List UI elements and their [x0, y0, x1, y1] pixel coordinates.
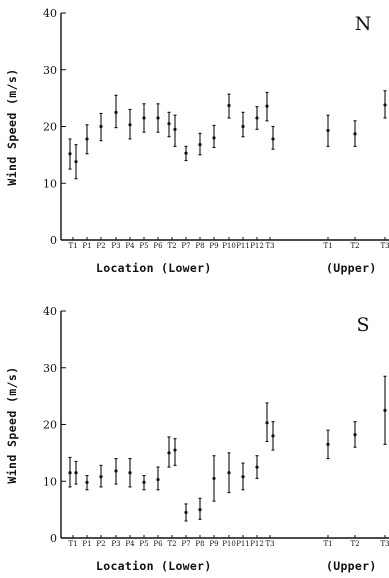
x-tick-label: P11	[236, 540, 250, 548]
x-tick-label: P10	[222, 242, 236, 250]
x-tick-label: P6	[153, 540, 163, 548]
data-point	[198, 143, 202, 147]
data-point	[173, 127, 177, 131]
x-tick-label: P4	[125, 242, 135, 250]
panel-title: N	[355, 13, 372, 35]
x-tick-label: P12	[250, 242, 264, 250]
data-point	[128, 471, 132, 475]
x-tick-label: P6	[153, 242, 163, 250]
y-tick-label: 20	[43, 419, 57, 432]
x-tick-label: P5	[139, 540, 148, 548]
x-tick-label: T1	[68, 540, 77, 548]
x-tick-label: P1	[82, 540, 91, 548]
data-point	[241, 475, 245, 479]
x-axis-label-upper: (Upper)	[326, 559, 377, 573]
data-point	[68, 471, 72, 475]
x-tick-label: P1	[82, 242, 91, 250]
data-point	[85, 137, 89, 141]
data-point	[74, 471, 78, 475]
data-point	[99, 124, 103, 129]
chart-panel-s: 0 10 20 30 40 T1 P1 P2 P3 P4 P5 P6 T2 P7 P8 P9 P10 P11 P12…	[5, 305, 389, 573]
data-point	[271, 434, 275, 438]
data-point	[99, 475, 103, 479]
data-point	[271, 137, 275, 141]
x-tick-label: T2	[350, 242, 359, 250]
x-tick-label: T3	[380, 540, 389, 548]
panel-title: S	[356, 314, 369, 336]
data-point	[167, 451, 171, 455]
x-tick-label: P8	[195, 242, 204, 250]
data-point	[241, 124, 245, 129]
x-tick-label: P9	[209, 242, 218, 250]
x-axis-label-upper: (Upper)	[326, 261, 377, 275]
data-point	[353, 132, 357, 136]
x-tick-label: T1	[68, 242, 77, 250]
x-tick-label: P3	[111, 242, 120, 250]
data-point	[353, 433, 357, 437]
x-tick-label: T3	[380, 242, 389, 250]
data-point	[128, 123, 132, 127]
data-point	[156, 477, 160, 482]
x-tick-label: T2	[350, 540, 359, 548]
data-point	[142, 116, 146, 120]
x-axis-label-lower: Location (Lower)	[96, 559, 212, 573]
y-axis-label: Wind Speed (m/s)	[5, 68, 19, 185]
data-point	[114, 469, 118, 473]
data-point	[68, 152, 72, 156]
x-tick-label: T1	[323, 242, 332, 250]
data-point	[326, 128, 330, 133]
data-point	[114, 110, 118, 114]
y-tick-label: 10	[43, 475, 57, 488]
data-point	[383, 103, 387, 107]
data-point	[184, 151, 188, 155]
x-tick-label: T2	[167, 242, 176, 250]
x-tick-label: P3	[111, 540, 120, 548]
x-tick-label: P12	[250, 540, 264, 548]
x-tick-label: P2	[96, 540, 105, 548]
y-tick-label: 40	[43, 7, 57, 20]
y-tick-label: 20	[43, 121, 57, 134]
data-point	[227, 103, 231, 108]
data-point	[212, 476, 216, 481]
data-point	[184, 510, 188, 515]
y-tick-label: 30	[43, 362, 57, 375]
chart-panel-n: 0 10 20 30 40 T1 P1 P2 P3 P4 P5 P6 T2 P7 P8 P9 P10 P11 P12…	[5, 7, 389, 275]
x-tick-label: P2	[96, 242, 105, 250]
data-point	[265, 421, 269, 425]
data-point	[255, 116, 259, 120]
y-tick-label: 40	[43, 305, 57, 318]
y-tick-label: 10	[43, 177, 57, 190]
x-tick-label: P8	[195, 540, 204, 548]
data-point	[142, 480, 146, 484]
x-tick-label: P11	[236, 242, 250, 250]
data-point	[265, 104, 269, 108]
data-point	[85, 480, 89, 484]
data-point	[167, 122, 171, 126]
x-tick-label: P7	[181, 540, 190, 548]
x-tick-label: P7	[181, 242, 190, 250]
y-tick-label: 0	[50, 532, 57, 545]
y-tick-label: 30	[43, 64, 57, 77]
x-tick-label: P9	[209, 540, 218, 548]
x-tick-label: P5	[139, 242, 148, 250]
data-point	[156, 116, 160, 120]
data-point	[326, 442, 330, 446]
y-tick-label: 0	[50, 234, 57, 247]
x-tick-label: T1	[323, 540, 332, 548]
data-point	[74, 160, 78, 164]
data-point	[255, 465, 259, 469]
data-point	[173, 448, 177, 452]
y-axis-label: Wind Speed (m/s)	[5, 366, 19, 483]
x-axis-label-lower: Location (Lower)	[96, 261, 212, 275]
data-point	[227, 471, 231, 475]
x-tick-label: T3	[265, 242, 274, 250]
data-point	[198, 508, 202, 512]
data-point	[212, 136, 216, 140]
x-tick-label: T2	[167, 540, 176, 548]
x-tick-label: P4	[125, 540, 135, 548]
data-point	[383, 408, 387, 412]
x-tick-label: T3	[265, 540, 274, 548]
x-tick-label: P10	[222, 540, 236, 548]
